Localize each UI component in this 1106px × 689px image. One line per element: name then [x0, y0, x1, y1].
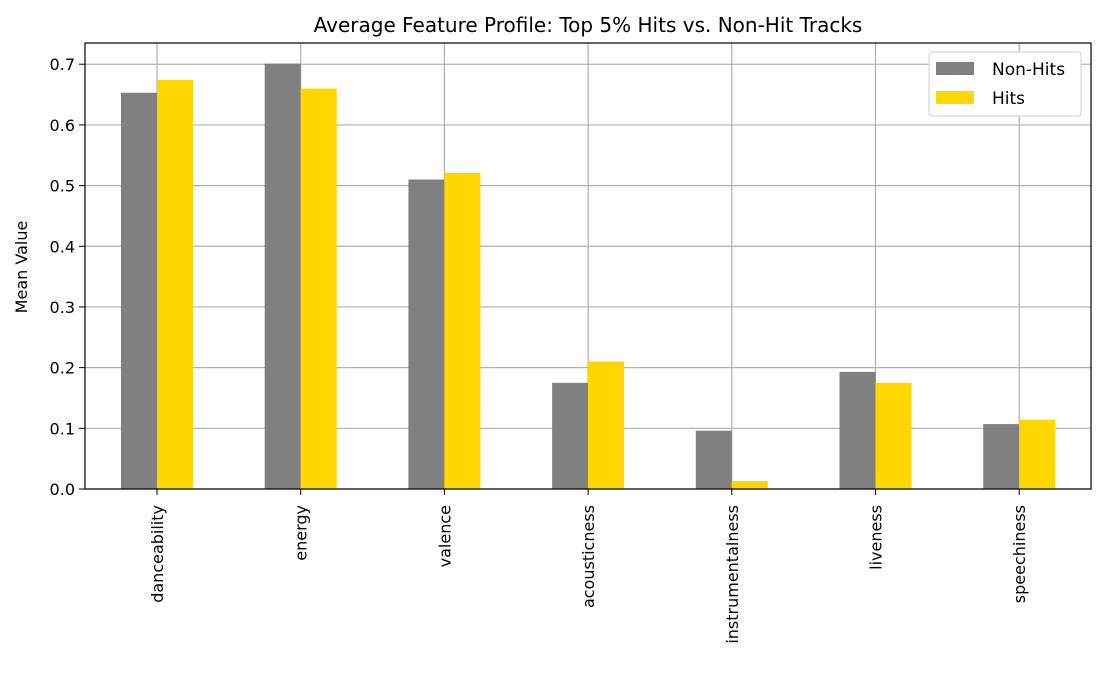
legend-label-hits: Hits	[992, 89, 1025, 109]
bar-non-hits-valence	[408, 179, 445, 489]
y-tick-label: 0.7	[50, 55, 75, 74]
x-tick-label-liveness: liveness	[867, 505, 886, 570]
bars	[121, 63, 1056, 490]
bar-non-hits-instrumentalness	[695, 430, 732, 489]
x-tick-label-instrumentalness: instrumentalness	[723, 505, 742, 644]
y-tick-label: 0.5	[50, 177, 75, 196]
x-tick-label-danceability: danceability	[148, 505, 167, 603]
bar-hits-speechiness	[1019, 419, 1056, 489]
y-tick-label: 0.0	[50, 480, 75, 499]
legend-swatch-hits	[936, 91, 974, 104]
x-tick-label-acousticness: acousticness	[579, 505, 598, 608]
y-tick-label: 0.4	[50, 237, 75, 256]
x-tick-label-speechiness: speechiness	[1010, 505, 1029, 603]
axes: 0.0 0.1 0.2 0.3 0.4 0.5 0.6 0.7 danceability ener…	[50, 42, 1092, 644]
bar-hits-instrumentalness	[731, 481, 768, 489]
y-tick-label: 0.3	[50, 298, 75, 317]
legend-label-non-hits: Non-Hits	[992, 60, 1065, 80]
bar-hits-valence	[444, 172, 481, 490]
legend-swatch-non-hits	[936, 62, 974, 75]
y-axis-label: Mean Value	[12, 221, 31, 314]
bar-non-hits-speechiness	[983, 424, 1020, 489]
y-tick-label: 0.1	[50, 419, 75, 438]
bar-non-hits-liveness	[839, 371, 876, 489]
plot-frame	[84, 42, 1092, 490]
chart-title: Average Feature Profile: Top 5% Hits vs.…	[314, 13, 863, 37]
y-tick-label: 0.6	[50, 116, 75, 135]
bar-hits-liveness	[875, 382, 912, 489]
x-tick-label-valence: valence	[435, 505, 454, 567]
bar-hits-energy	[300, 88, 337, 490]
bar-hits-danceability	[157, 80, 193, 490]
x-tick-label-energy: energy	[292, 505, 311, 561]
bar-non-hits-acousticness	[552, 382, 589, 489]
bar-non-hits-danceability	[121, 92, 157, 490]
bar-hits-acousticness	[588, 361, 625, 489]
bar-non-hits-energy	[264, 63, 301, 490]
legend: Non-Hits Hits	[928, 51, 1082, 117]
y-tick-label: 0.2	[50, 359, 75, 378]
